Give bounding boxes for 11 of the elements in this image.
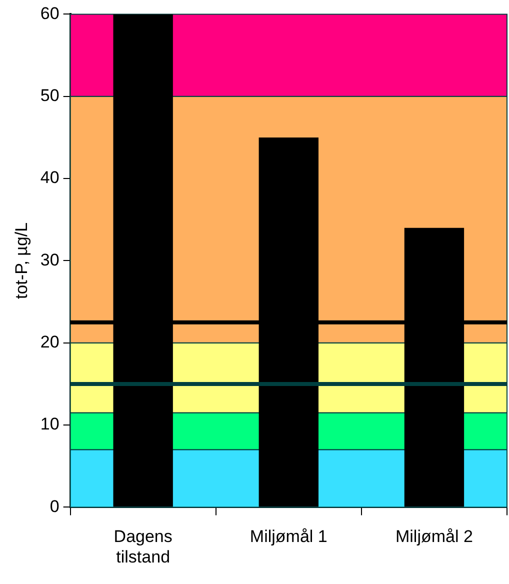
y-tick-label: 40: [40, 168, 60, 188]
x-tick-label: Miljømål 1: [250, 527, 328, 546]
y-tick-label: 50: [40, 86, 60, 106]
y-tick-label: 60: [40, 4, 60, 23]
x-tick-label: Miljømål 2: [395, 527, 473, 546]
y-tick-label: 0: [50, 496, 60, 516]
y-tick-label: 10: [40, 414, 60, 434]
y-tick-label: 30: [40, 250, 60, 270]
x-tick-label: Dagens tilstand: [114, 527, 172, 566]
y-tick-label: 20: [40, 332, 60, 352]
y-axis-title: tot-P, µg/L: [12, 222, 31, 299]
